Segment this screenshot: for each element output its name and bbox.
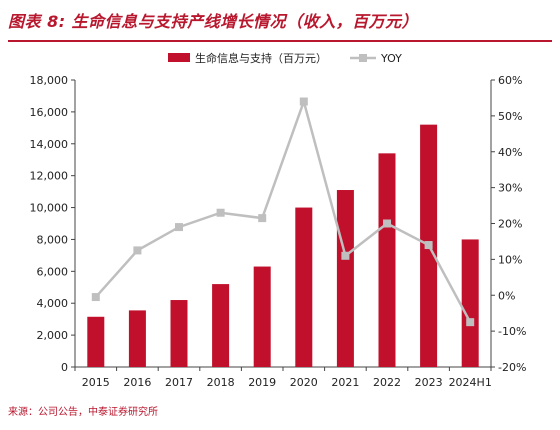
x-tick-label: 2023 <box>415 376 443 389</box>
x-tick-label: 2021 <box>331 376 359 389</box>
legend-swatch-marker <box>359 54 367 62</box>
yoy-point <box>466 318 475 327</box>
y-right-tick-label: 60% <box>498 74 522 87</box>
x-tick-label: 2019 <box>248 376 276 389</box>
y-left-tick-label: 0 <box>61 361 68 374</box>
y-left-tick-label: 14,000 <box>30 138 69 151</box>
y-right-tick-label: 0% <box>498 289 515 302</box>
y-right-tick-label: -20% <box>498 361 526 374</box>
bar <box>336 190 354 367</box>
yoy-point <box>91 293 100 302</box>
yoy-point <box>299 97 308 106</box>
x-tick-label: 2022 <box>373 376 401 389</box>
bar <box>461 239 479 367</box>
x-tick-label: 2015 <box>82 376 110 389</box>
yoy-line <box>94 97 472 323</box>
y-left-tick-label: 12,000 <box>30 170 69 183</box>
y-left-tick-label: 10,000 <box>30 202 69 215</box>
bar <box>253 266 271 367</box>
y-left-tick-label: 2,000 <box>37 329 69 342</box>
legend: 生命信息与支持（百万元） YOY <box>168 51 402 65</box>
title-divider <box>8 40 552 42</box>
y-left-tick-label: 4,000 <box>37 297 69 310</box>
y-right-tick-label: 10% <box>498 253 522 266</box>
legend-label-bar: 生命信息与支持（百万元） <box>195 51 327 65</box>
y-left-tick-label: 16,000 <box>30 106 69 119</box>
y-right-tick-label: 40% <box>498 146 522 159</box>
y-left-tick-label: 8,000 <box>37 233 69 246</box>
y-left-tick-label: 6,000 <box>37 265 69 278</box>
axes: 0 2,000 4,000 6,000 8,000 10,000 12,000 14,000 1… <box>30 74 527 389</box>
legend-label-line: YOY <box>380 52 402 65</box>
y-right-tick-label: 30% <box>498 182 522 195</box>
yoy-point <box>258 214 267 223</box>
line-series <box>91 97 475 327</box>
bar <box>212 284 230 367</box>
bar <box>295 207 313 367</box>
bar <box>170 300 188 367</box>
x-tick-label: 2020 <box>290 376 318 389</box>
source-note: 来源：公司公告，中泰证券研究所 <box>8 407 158 418</box>
bar <box>378 153 396 367</box>
yoy-point <box>383 219 391 228</box>
yoy-point <box>341 251 350 260</box>
legend-swatch-bar <box>168 53 190 62</box>
chart-title: 图表 8: 生命信息与支持产线增长情况（收入，百万元） <box>8 12 419 31</box>
bar-series <box>87 124 479 368</box>
bar <box>128 310 146 367</box>
yoy-point <box>424 241 433 250</box>
x-tick-label: 2024H1 <box>449 376 492 389</box>
yoy-point <box>133 246 142 255</box>
y-right-tick-label: 20% <box>498 218 522 231</box>
x-tick-label: 2016 <box>123 376 151 389</box>
yoy-point <box>175 223 183 232</box>
x-tick-label: 2018 <box>207 376 235 389</box>
title-area: 图表 8: 生命信息与支持产线增长情况（收入，百万元） <box>8 4 552 42</box>
chart: 生命信息与支持（百万元） YOY 0 2,000 4,000 6,000 8,000 10,… <box>30 51 527 389</box>
x-tick-label: 2017 <box>165 376 193 389</box>
y-left-tick-label: 18,000 <box>30 74 69 87</box>
yoy-point <box>216 208 225 217</box>
y-right-tick-label: -10% <box>498 325 526 338</box>
y-right-tick-label: 50% <box>498 110 522 123</box>
bar <box>87 316 105 367</box>
